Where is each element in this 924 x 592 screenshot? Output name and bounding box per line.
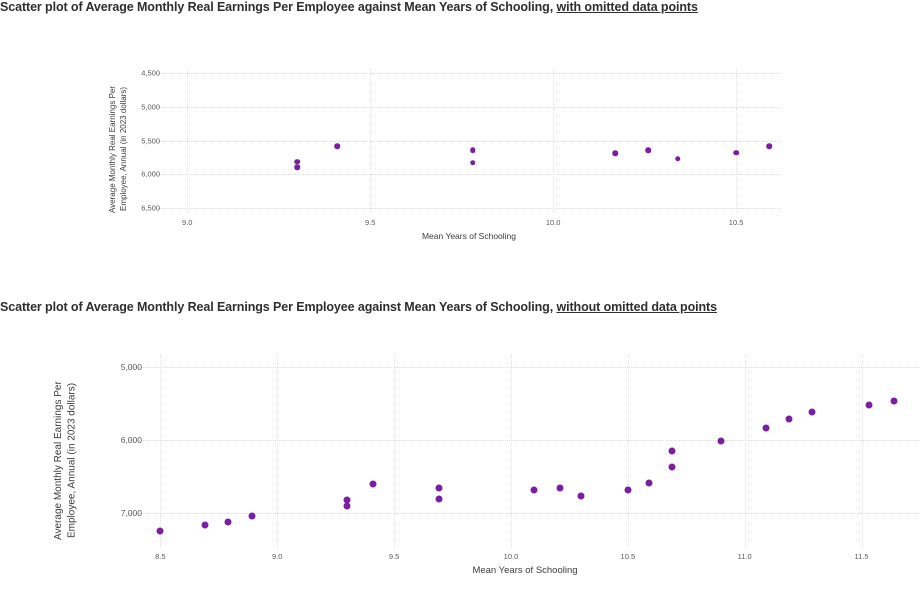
scatter-point	[469, 147, 476, 153]
scatter-point	[577, 492, 585, 500]
scatter-point	[766, 143, 772, 150]
scatter-point	[294, 158, 300, 165]
x-axis-tick-label: 9.5	[364, 218, 376, 227]
x-axis-tick-label: 9.0	[182, 218, 193, 227]
scatter-point	[674, 156, 681, 162]
plot-area-1	[158, 69, 780, 213]
gridline-vertical	[861, 355, 863, 547]
x-axis-tick-label: 10.0	[503, 552, 519, 561]
scatter-point	[890, 397, 898, 405]
gridline-vertical	[160, 355, 162, 547]
scatter-point	[624, 486, 632, 494]
y-axis-tick-label: 6,500	[141, 203, 160, 213]
gridline-horizontal	[158, 140, 780, 142]
y-axis-tick-label: 7,000	[120, 508, 142, 519]
x-axis-tick-label: 11.5	[854, 552, 869, 561]
gridline-vertical	[553, 69, 555, 213]
y-axis-tick-label: 6,000	[141, 169, 160, 179]
scatter-point	[294, 164, 300, 171]
y-axis-label-2: Average Monthly Real Earnings Per Employ…	[53, 381, 78, 540]
scatter-point	[808, 408, 816, 416]
y-axis-tick-label: 5,000	[120, 362, 142, 373]
scatter-point	[668, 447, 676, 455]
scatter-point	[733, 150, 739, 156]
y-axis-label-1: Average Monthly Real Earnings Per Employ…	[108, 85, 128, 213]
scatter-point	[224, 518, 232, 526]
gridline-horizontal	[158, 208, 780, 210]
x-axis-label-1: Mean Years of Schooling	[421, 231, 517, 241]
x-axis-tick-label: 10.5	[728, 218, 744, 227]
x-axis-tick-label: 10.5	[620, 552, 636, 561]
plot-wrap-1: Average Monthly Real Earnings Per Employ…	[0, 55, 924, 255]
y-axis-tick-label: 5,500	[141, 136, 160, 146]
gridline-horizontal	[130, 440, 920, 442]
gridline-horizontal	[130, 513, 920, 515]
scatter-point	[248, 512, 256, 520]
scatter-point	[612, 150, 619, 156]
scatter-point	[156, 527, 164, 535]
chart-block-without-omitted: Scatter plot of Average Monthly Real Ear…	[0, 300, 924, 592]
gridline-vertical	[510, 355, 512, 547]
chart-title-without-omitted: Scatter plot of Average Monthly Real Ear…	[0, 300, 924, 314]
scatter-point	[369, 480, 377, 488]
gridline-horizontal	[158, 106, 780, 108]
gridline-vertical	[744, 355, 746, 547]
scatter-point	[435, 484, 443, 491]
plot-area-2	[130, 355, 920, 547]
scatter-point	[668, 463, 676, 471]
chart-block-with-omitted: Scatter plot of Average Monthly Real Ear…	[0, 0, 924, 285]
x-axis-tick-label: 10.0	[545, 218, 561, 227]
y-axis-tick-label: 5,000	[141, 102, 160, 112]
x-axis-tick-label: 9.0	[272, 552, 283, 561]
scatter-point	[762, 424, 770, 432]
scatter-point	[201, 521, 209, 529]
scatter-point	[530, 486, 538, 494]
scatter-point	[343, 502, 351, 510]
scatter-point	[343, 496, 351, 504]
scatter-point	[785, 415, 793, 422]
scatter-point	[334, 143, 341, 149]
gridline-vertical	[187, 69, 189, 213]
chart-title-with-omitted: Scatter plot of Average Monthly Real Ear…	[0, 0, 924, 14]
scatter-point	[435, 495, 443, 503]
chart-title-underlined-part: without omitted data points	[556, 300, 717, 314]
scatter-point	[645, 147, 652, 153]
gridline-horizontal	[158, 73, 780, 75]
scatter-point	[469, 159, 476, 166]
gridline-vertical	[627, 355, 629, 547]
x-axis-label-2: Mean Years of Schooling	[472, 565, 578, 576]
scatter-point	[717, 437, 725, 445]
scatter-point	[865, 401, 873, 409]
chart-title-plain-part: Scatter plot of Average Monthly Real Ear…	[0, 300, 557, 314]
chart-title-underlined-part: with omitted data points	[556, 0, 698, 14]
y-axis-tick-label: 6,000	[120, 435, 142, 446]
gridline-vertical	[277, 355, 279, 547]
gridline-vertical	[736, 69, 738, 213]
gridline-horizontal	[158, 174, 780, 176]
gridline-vertical	[370, 69, 372, 213]
chart-title-plain-part: Scatter plot of Average Monthly Real Ear…	[0, 0, 557, 14]
y-axis-tick-label: 4,500	[141, 68, 160, 78]
scatter-point	[645, 479, 653, 487]
gridline-vertical	[394, 355, 396, 547]
x-axis-tick-label: 9.5	[388, 552, 400, 561]
x-axis-tick-label: 11.0	[737, 552, 752, 561]
scatter-point	[556, 484, 564, 492]
x-axis-tick-label: 8.5	[155, 552, 166, 561]
gridline-horizontal	[130, 367, 920, 369]
plot-wrap-2: Average Monthly Real Earnings Per Employ…	[0, 345, 924, 592]
